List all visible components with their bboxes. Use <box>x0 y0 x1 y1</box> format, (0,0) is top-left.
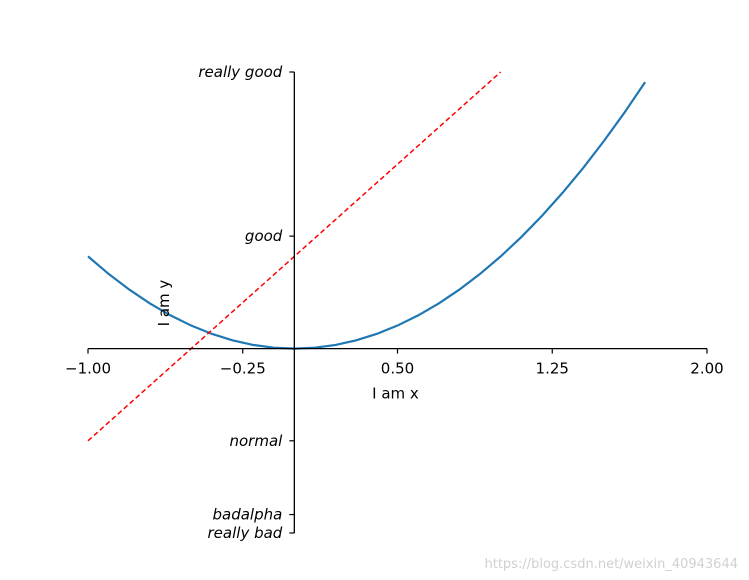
tick-layer: −1.00 −0.25 0.50 1.25 2.00 really badbadalpha… <box>65 63 724 542</box>
y-tick-label: really bad <box>208 524 283 542</box>
series-line-0 <box>87 81 647 350</box>
x-tick-label: −1.00 <box>65 360 111 378</box>
x-tick-label: 0.50 <box>381 360 414 378</box>
x-axis-label: I am x <box>372 385 419 403</box>
x-tick-label: 2.00 <box>690 360 723 378</box>
y-tick-label: badalpha <box>213 506 283 524</box>
x-tick-label: 1.25 <box>536 360 569 378</box>
spine-layer <box>88 72 707 533</box>
watermark-text: https://blog.csdn.net/weixin_40943644 <box>484 557 738 572</box>
x-tick-label: −0.25 <box>220 360 266 378</box>
series-layer <box>87 71 647 442</box>
y-tick-label: good <box>245 227 283 245</box>
y-tick-label: normal <box>230 432 284 450</box>
y-tick-label: really good <box>198 63 282 81</box>
y-axis-label: I am y <box>155 280 173 327</box>
